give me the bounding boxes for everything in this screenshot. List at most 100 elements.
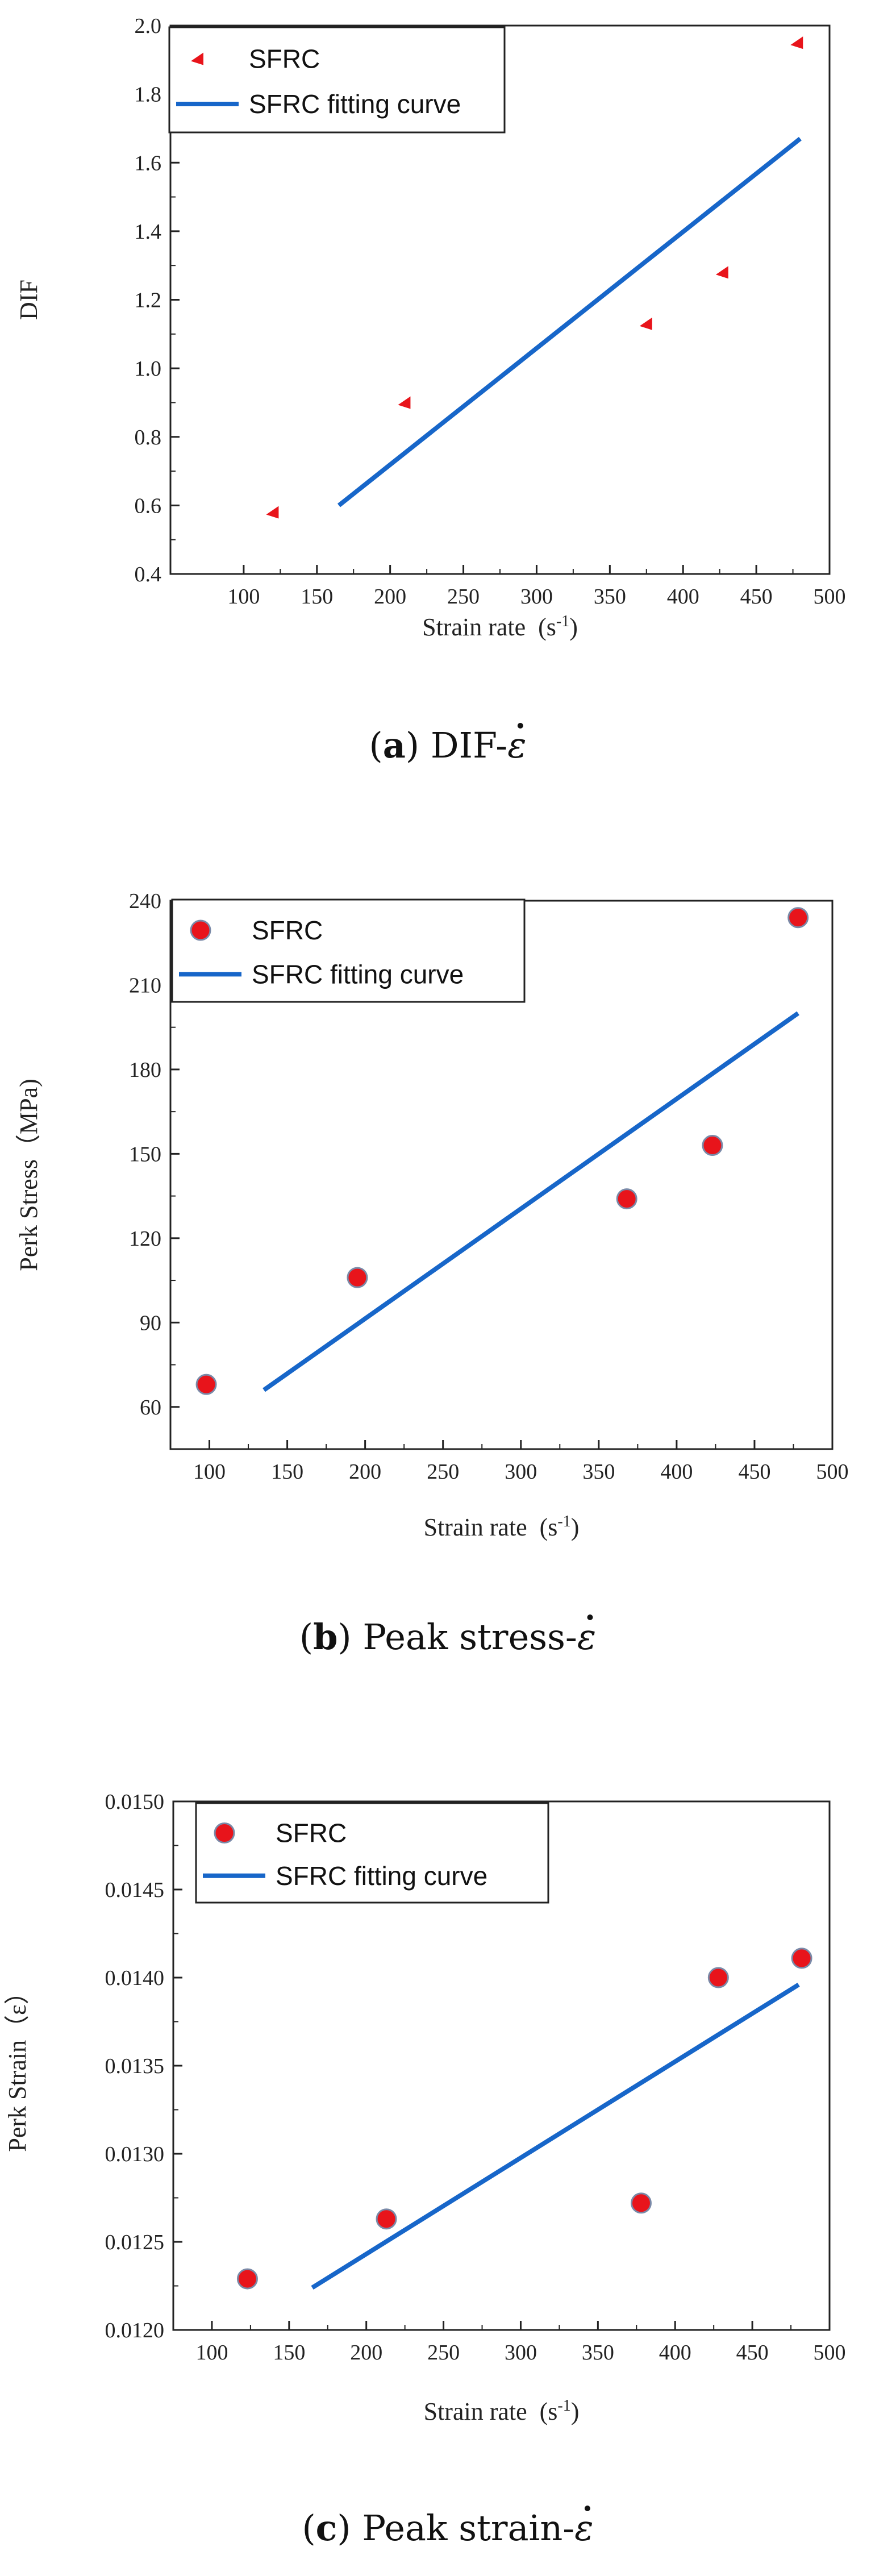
x-tick-label: 150 [271, 1460, 303, 1484]
caption-dot-accent [517, 723, 523, 729]
y-axis-label: Perk Strain（ε） [3, 1979, 31, 2151]
legend-label-1: SFRC fitting curve [276, 1861, 487, 1891]
y-tick-label: 150 [129, 1142, 161, 1166]
x-tick-label: 400 [667, 585, 699, 609]
caption-c: (c) Peak strain-ε [302, 2506, 594, 2549]
y-tick-label: 60 [140, 1396, 161, 1420]
data-point [630, 2192, 652, 2214]
caption-text: DIF- [431, 725, 507, 766]
y-tick-label: 0.0125 [105, 2230, 165, 2254]
caption-b: (b) Peak stress-ε [299, 1614, 596, 1658]
caption-symbol: ε [577, 1616, 596, 1658]
x-axis-label-unit: (s-1) [540, 1513, 580, 1541]
x-axis-label-text: Strain rate [424, 2398, 527, 2425]
x-axis-label-unit: (s-1) [538, 613, 578, 641]
series-line-1 [262, 1011, 799, 1392]
x-axis-label: Strain rate (s-1) [424, 1513, 580, 1541]
y-tick-label: 2.0 [135, 14, 162, 38]
data-point [639, 317, 652, 330]
y-tick-label: 210 [129, 973, 161, 997]
legend-box [168, 26, 506, 134]
data-point [398, 396, 411, 409]
series-line-1 [311, 1983, 800, 2290]
caption-paren-open: ( [369, 725, 383, 766]
data-point [616, 1188, 637, 1210]
x-tick-label: 200 [374, 585, 406, 609]
data-point [702, 1135, 723, 1156]
legend: SFRC SFRC fitting curve [168, 26, 506, 134]
x-tick-label: 100 [195, 2341, 228, 2365]
caption-paren-close: ) [337, 2507, 362, 2549]
y-tick-label: 0.4 [135, 563, 162, 586]
figure-caption: (b) Peak stress-ε [299, 1616, 596, 1658]
y-tick-label: 0.0150 [105, 1790, 165, 1814]
caption-letter: a [383, 725, 406, 766]
data-point [715, 266, 728, 279]
legend-marker [191, 52, 203, 65]
legend-label-0: SFRC [276, 1818, 347, 1848]
data-point [376, 2208, 397, 2230]
chart-panel-a: 100 150 200 250 300 350 400 450 500 0.4 0.6 0.8 1.0 1… [15, 14, 846, 641]
y-tick-label: 1.0 [135, 357, 162, 381]
y-tick-label: 0.8 [135, 426, 162, 450]
data-point [707, 1967, 729, 1988]
y-tick-label: 240 [129, 889, 161, 913]
caption-dot-accent [584, 2506, 590, 2511]
caption-dot-accent [587, 1614, 593, 1620]
y-axis-label: DIF [15, 280, 43, 320]
legend: SFRC SFRC fitting curve [195, 1802, 549, 1904]
caption-paren-close: ) [406, 725, 431, 766]
x-tick-label: 100 [227, 585, 260, 609]
chart-panel-c: 100 150 200 250 300 350 400 450 500 0.0120 0.0125 0… [3, 1790, 846, 2425]
x-tick-label: 500 [816, 1460, 849, 1484]
x-tick-label: 250 [427, 1460, 459, 1484]
x-tick-label: 200 [349, 1460, 381, 1484]
x-axis-label-unit: (s-1) [540, 2397, 580, 2425]
caption-text: Peak strain- [362, 2507, 574, 2549]
caption-paren-open: ( [299, 1616, 313, 1658]
figure-caption: (c) Peak strain-ε [302, 2507, 593, 2549]
y-tick-label: 90 [140, 1311, 161, 1335]
caption-paren-open: ( [302, 2507, 315, 2549]
y-tick-label: 120 [129, 1227, 161, 1251]
data-point [266, 506, 279, 519]
legend: SFRC SFRC fitting curve [171, 898, 526, 1003]
x-axis-label: Strain rate (s-1) [422, 613, 578, 641]
x-tick-label: 450 [740, 585, 773, 609]
y-axis-label: Perk Stress（MPa) [15, 1079, 43, 1271]
data-point [195, 1374, 217, 1395]
x-tick-label: 450 [738, 1460, 770, 1484]
x-tick-label: 300 [505, 1460, 537, 1484]
y-tick-label: 0.0135 [105, 2054, 165, 2078]
x-tick-label: 350 [594, 585, 626, 609]
x-tick-label: 500 [814, 2341, 846, 2365]
data-point [236, 2268, 258, 2290]
legend-label-1: SFRC fitting curve [252, 959, 464, 989]
x-axis-label-text: Strain rate [422, 613, 526, 641]
x-tick-label: 250 [447, 585, 480, 609]
x-tick-label: 200 [350, 2341, 382, 2365]
legend-label-0: SFRC [252, 915, 323, 945]
caption-letter: b [313, 1616, 337, 1658]
y-tick-label: 1.8 [135, 83, 162, 107]
x-axis-label: Strain rate (s-1) [424, 2397, 580, 2425]
data-point [791, 1947, 812, 1969]
legend-marker [214, 1822, 235, 1843]
caption-text: Peak stress- [362, 1616, 577, 1658]
series-line-1 [337, 136, 802, 507]
legend-box [171, 898, 526, 1003]
y-tick-label: 180 [129, 1058, 161, 1082]
caption-a: (a) DIF-ε [369, 723, 526, 766]
y-tick-label: 0.0145 [105, 1878, 165, 1902]
data-point [347, 1267, 368, 1288]
y-tick-label: 0.0120 [105, 2319, 165, 2342]
y-tick-label: 1.4 [135, 220, 162, 244]
x-tick-label: 250 [427, 2341, 460, 2365]
legend-label-0: SFRC [249, 44, 320, 74]
data-point [787, 907, 809, 929]
data-point [790, 36, 803, 49]
caption-paren-close: ) [337, 1616, 362, 1658]
y-tick-label: 0.0130 [105, 2142, 165, 2166]
x-tick-label: 300 [520, 585, 553, 609]
y-tick-label: 1.6 [135, 151, 162, 175]
